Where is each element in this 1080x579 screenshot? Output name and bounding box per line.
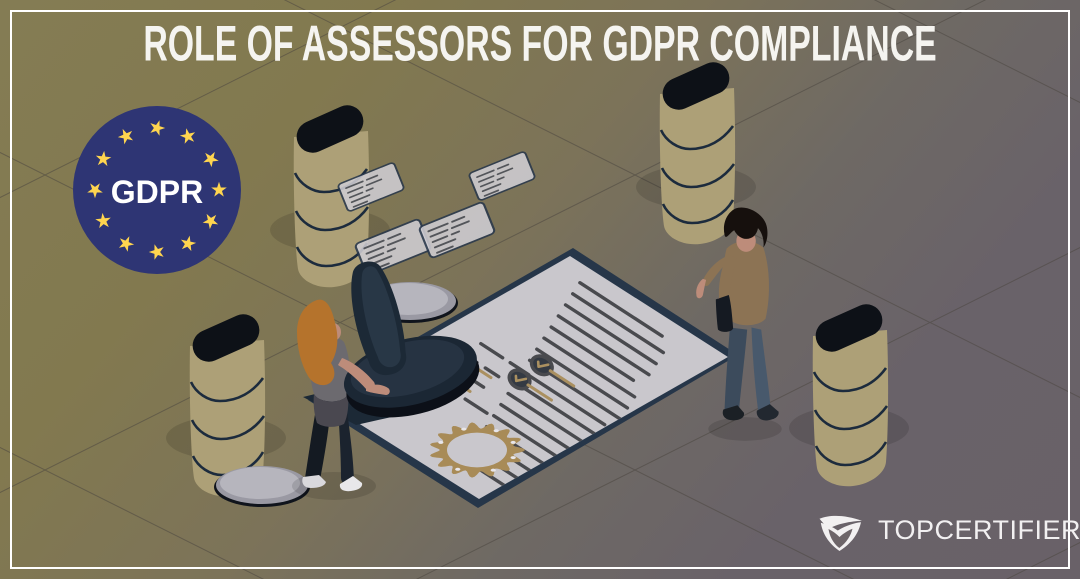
svg-text:GDPR: GDPR — [111, 174, 203, 210]
